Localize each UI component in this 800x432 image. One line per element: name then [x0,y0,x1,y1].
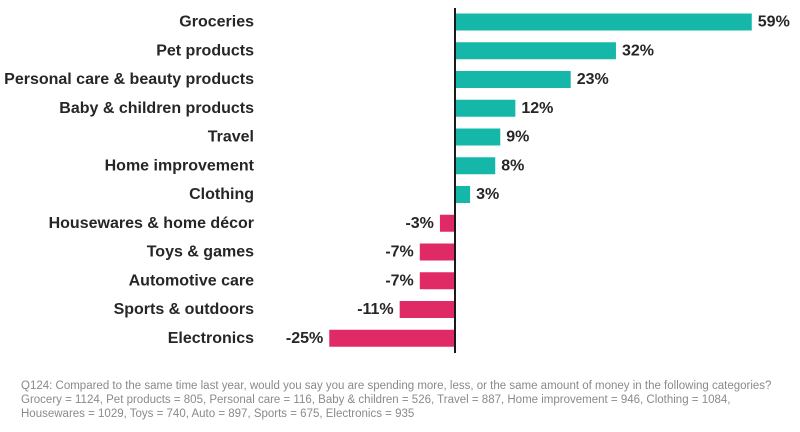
category-label-electronics: Electronics [168,330,254,347]
bar-home-improvement [455,157,496,175]
bar-electronics [329,329,455,347]
category-label-home-improvement: Home improvement [105,157,255,174]
bar-pet-products [455,42,616,60]
bar-sports-and-outdoors [399,301,455,318]
value-label-baby-and-children-products: 12% [521,100,553,117]
footnote-sample-sizes-2: Housewares = 1029, Toys = 740, Auto = 89… [21,408,415,420]
bar-chart: Groceries 59% Pet products 32% Personal care… [4,8,790,353]
value-label-pet-products: 32% [622,42,654,59]
category-label-automotive-care: Automotive care [129,272,254,289]
value-label-personal-care-and-beauty-products: 23% [577,71,609,88]
category-label-personal-care-and-beauty-products: Personal care & beauty products [4,71,254,88]
category-label-toys-and-games: Toys & games [147,244,254,261]
footnote: Q124: Compared to the same time last yea… [21,379,791,421]
value-label-housewares-and-home-d-cor: -3% [405,215,433,232]
bar-travel [455,128,501,146]
category-label-clothing: Clothing [189,186,254,203]
bar-groceries [455,13,752,31]
value-label-clothing: 3% [476,186,499,203]
footnote-sample-sizes-1: Grocery = 1124, Pet products = 805, Pers… [21,394,731,406]
category-label-housewares-and-home-d-cor: Housewares & home décor [49,215,254,232]
bar-clothing [455,186,471,203]
category-label-sports-and-outdoors: Sports & outdoors [114,301,255,318]
value-label-automotive-care: -7% [385,272,413,289]
footnote-question: Q124: Compared to the same time last yea… [21,380,772,392]
category-label-groceries: Groceries [179,14,254,31]
category-label-travel: Travel [208,129,254,146]
category-label-pet-products: Pet products [156,42,254,59]
value-label-home-improvement: 8% [501,157,524,174]
bar-personal-care-and-beauty-products [455,71,571,88]
value-label-travel: 9% [506,129,529,146]
bar-housewares-and-home-d-cor [439,214,455,232]
chart: Groceries 59% Pet products 32% Personal care… [4,8,790,353]
value-label-groceries: 59% [758,14,790,31]
category-label-baby-and-children-products: Baby & children products [59,100,254,117]
value-label-toys-and-games: -7% [385,244,413,261]
bar-toys-and-games [419,243,455,261]
value-label-sports-and-outdoors: -11% [357,301,393,318]
bar-automotive-care [419,272,455,290]
bar-baby-and-children-products [455,99,516,117]
value-label-electronics: -25% [286,330,323,347]
